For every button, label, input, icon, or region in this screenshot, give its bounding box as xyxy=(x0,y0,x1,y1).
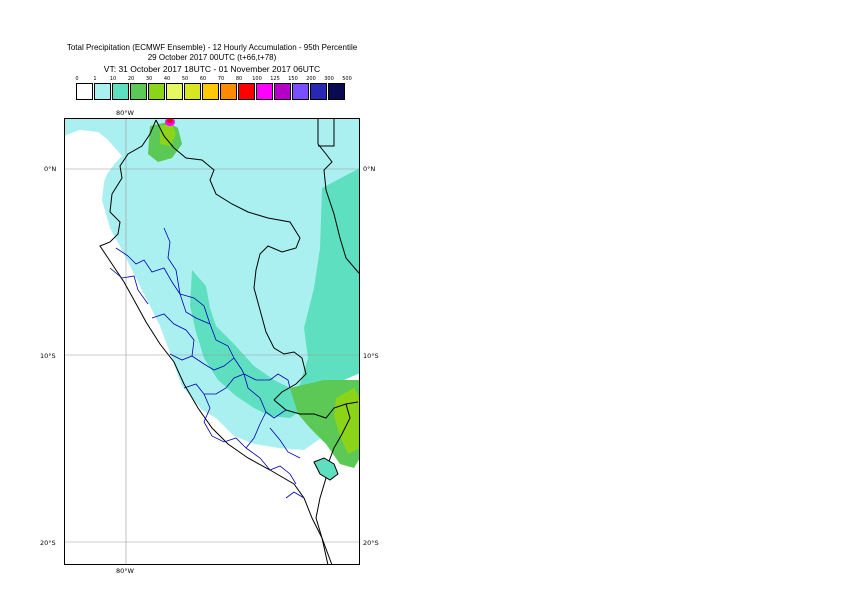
legend-color-box xyxy=(148,83,165,100)
legend-color-box xyxy=(112,83,129,100)
legend-tick-label: 200 xyxy=(306,76,316,82)
lake-titicaca xyxy=(313,457,339,481)
legend-color-box xyxy=(328,83,345,100)
precip-30-40-north xyxy=(160,124,176,146)
legend-color-box xyxy=(238,83,255,100)
title-line-3: VT: 31 October 2017 18UTC - 01 November … xyxy=(103,64,321,74)
legend-tick-label: 1 xyxy=(93,76,97,82)
legend-color-box xyxy=(220,83,237,100)
legend-color-box xyxy=(256,83,273,100)
legend-color-box xyxy=(166,83,183,100)
legend-tick-label: 0 xyxy=(75,76,79,82)
lat-label-left-10: 10°S xyxy=(40,352,56,360)
precip-10-20-region-andes xyxy=(190,270,304,418)
title-line-2: 29 October 2017 00UTC (t+66,t+78) xyxy=(147,53,277,62)
legend-tick-label: 40 xyxy=(163,76,171,82)
legend-tick-label: 30 xyxy=(145,76,153,82)
legend-tick-label: 60 xyxy=(199,76,207,82)
legend-tick-label: 10 xyxy=(109,76,117,82)
country-border-north xyxy=(155,119,307,401)
precip-1-10-region xyxy=(64,118,360,450)
legend-tick-label: 150 xyxy=(288,76,298,82)
legend-color-box xyxy=(310,83,327,100)
border-top-right xyxy=(318,118,335,147)
precipitation-map xyxy=(64,118,360,565)
lat-label-left-0: 0°N xyxy=(44,165,57,173)
legend-tick-label: 70 xyxy=(217,76,225,82)
legend-color-box xyxy=(76,83,93,100)
legend-tick-label: 100 xyxy=(252,76,262,82)
legend-color-box xyxy=(274,83,291,100)
legend-color-box xyxy=(184,83,201,100)
legend-color-box xyxy=(292,83,309,100)
legend-tick-label: 300 xyxy=(324,76,334,82)
coastline xyxy=(99,119,329,565)
legend-color-box xyxy=(130,83,147,100)
legend-tick-label: 20 xyxy=(127,76,135,82)
legend-color-box xyxy=(202,83,219,100)
lon-label-top: 80°W xyxy=(116,109,134,117)
regional-boundaries xyxy=(109,227,305,499)
map-frame xyxy=(64,118,360,565)
lat-label-right-10: 10°S xyxy=(363,352,379,360)
legend-tick-label: 500 xyxy=(342,76,352,82)
title-line-1: Total Precipitation (ECMWF Ensemble) - 1… xyxy=(66,43,358,52)
lon-label-bottom: 80°W xyxy=(116,567,134,575)
lat-label-right-20: 20°S xyxy=(363,539,379,547)
ocean-region xyxy=(64,130,314,565)
legend-tick-label: 80 xyxy=(235,76,243,82)
legend-tick-label: 50 xyxy=(181,76,189,82)
precip-10-20-region xyxy=(288,168,360,418)
legend-color-box xyxy=(94,83,111,100)
lat-label-right-0: 0°N xyxy=(363,165,376,173)
legend-tick-label: 125 xyxy=(270,76,280,82)
lat-label-left-20: 20°S xyxy=(40,539,56,547)
precip-peak-red xyxy=(167,119,173,123)
precip-30-40-region xyxy=(334,388,360,454)
